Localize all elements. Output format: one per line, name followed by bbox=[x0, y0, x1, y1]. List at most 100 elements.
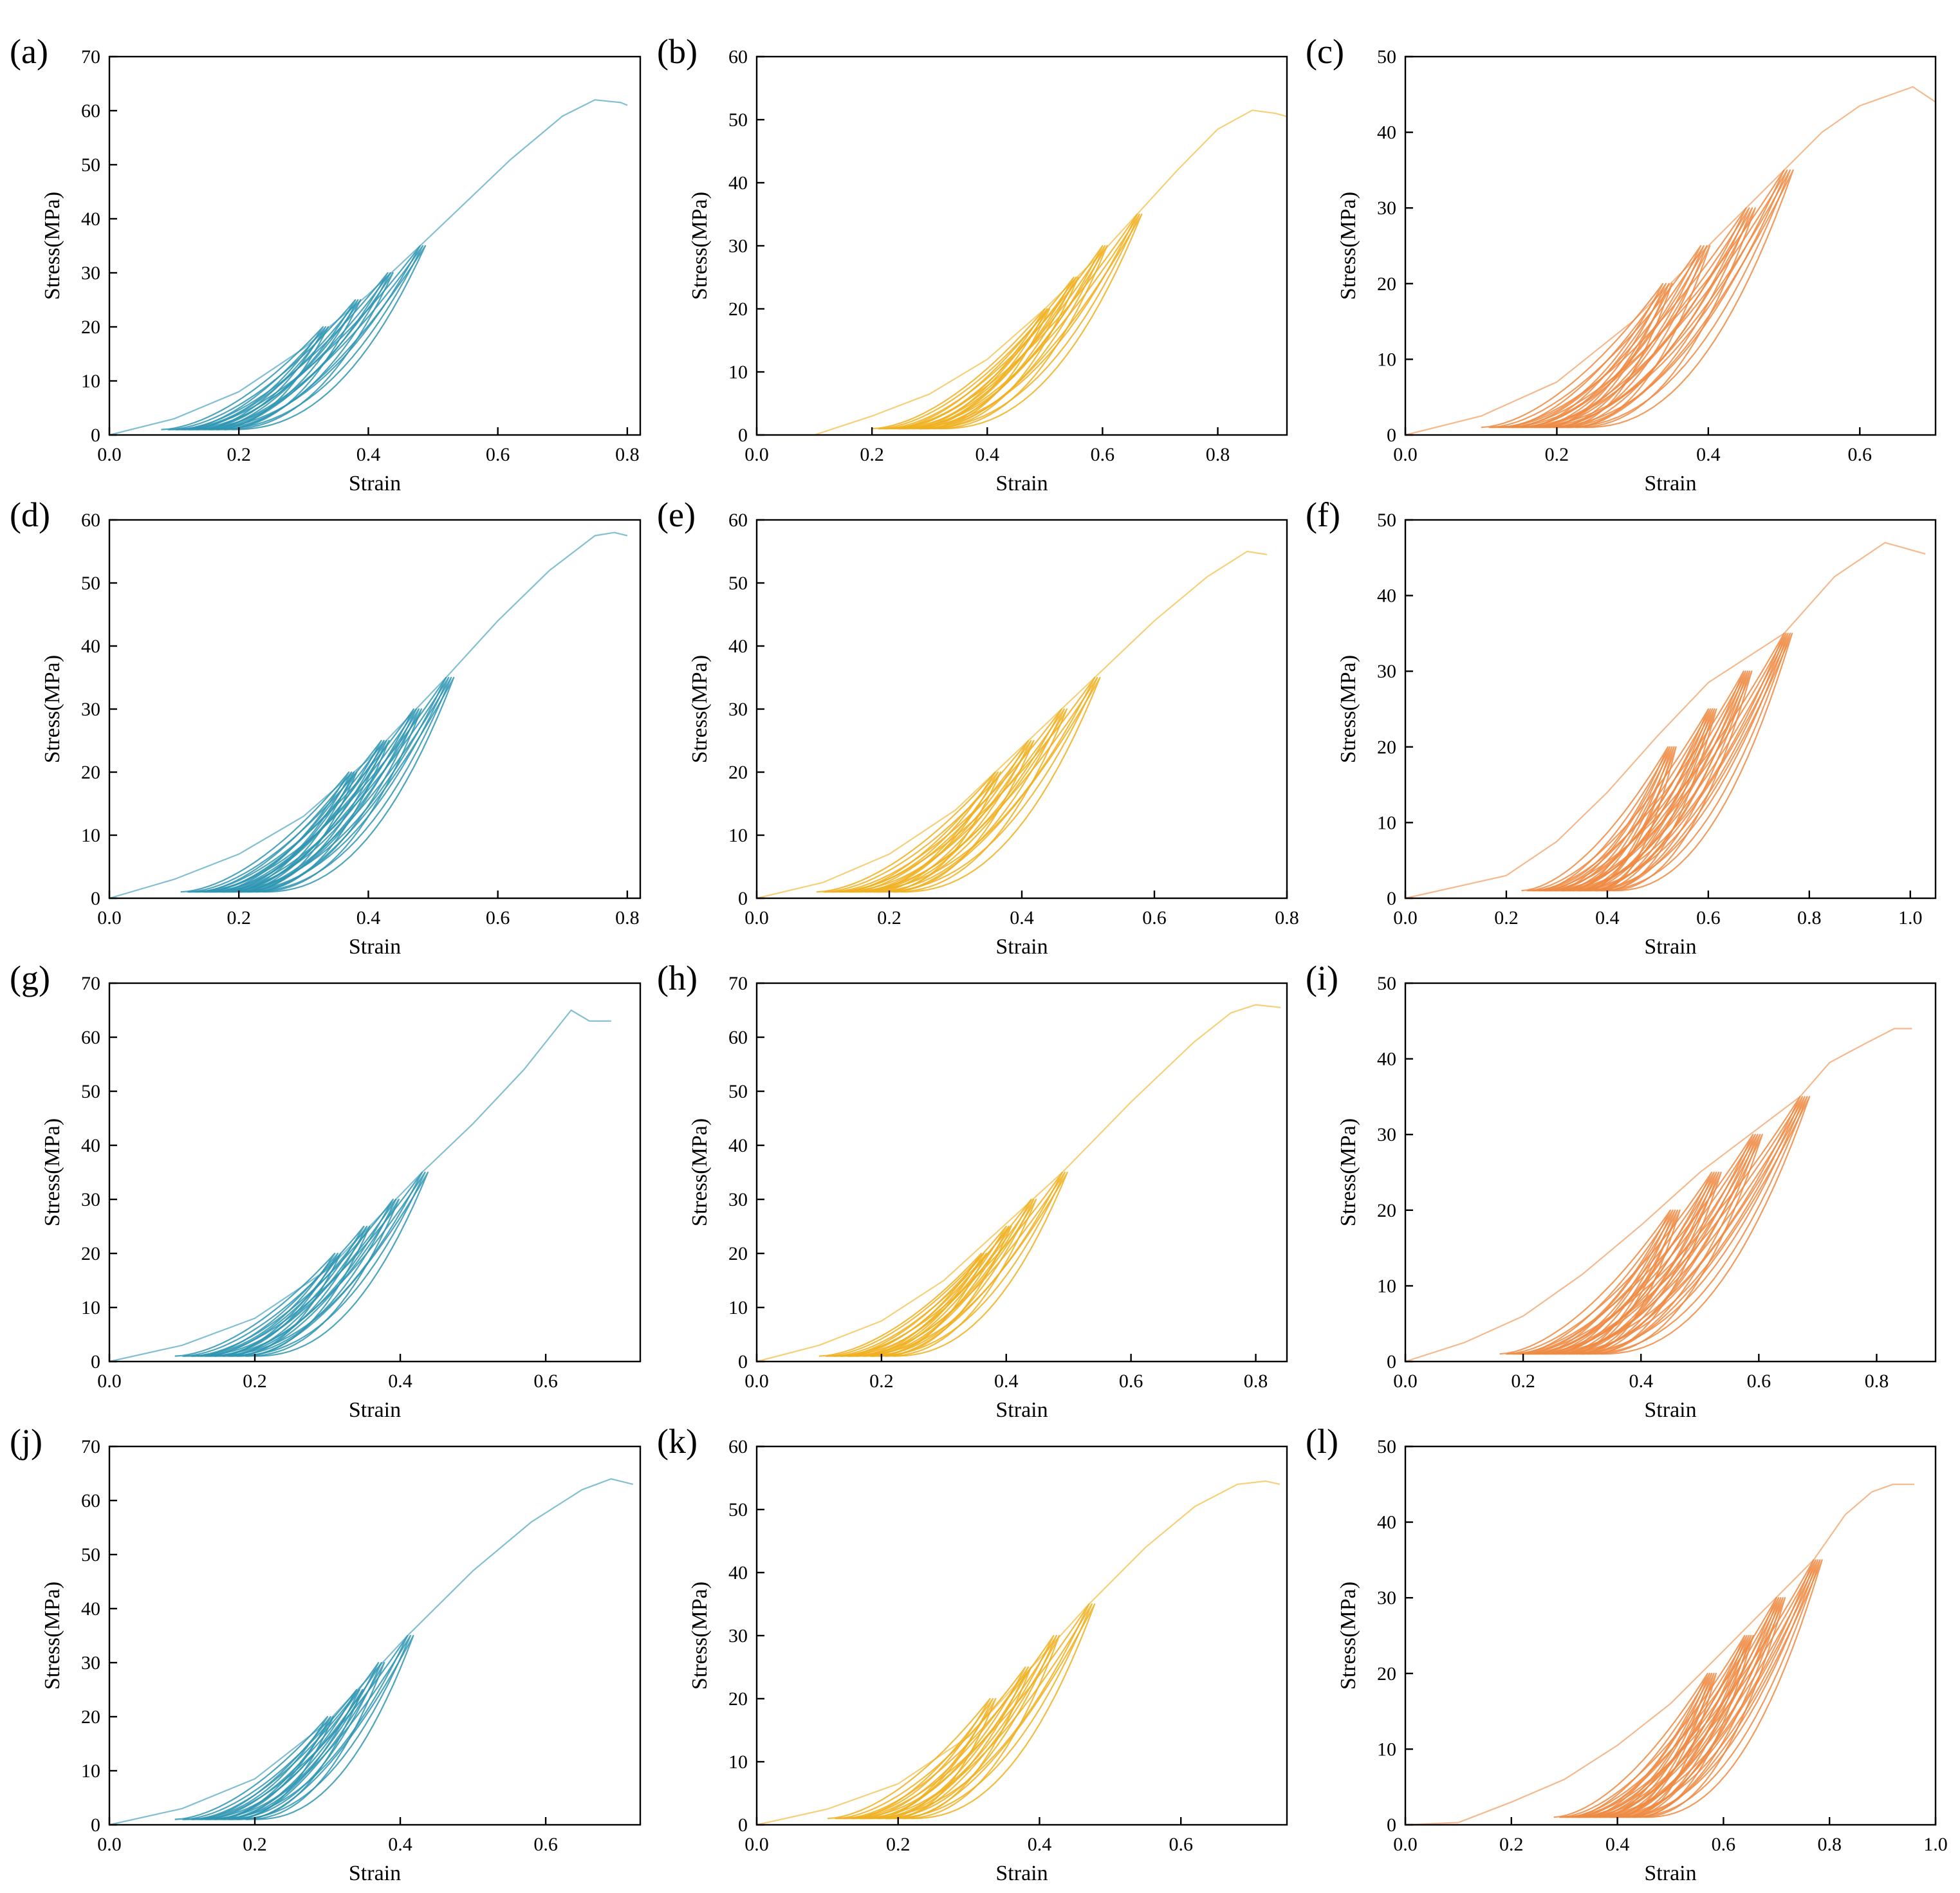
cycle-loop bbox=[217, 272, 394, 430]
x-axis-title: Strain bbox=[349, 472, 401, 495]
x-tick-label: 0.8 bbox=[1865, 1371, 1889, 1392]
x-tick-label: 0.6 bbox=[1848, 444, 1872, 465]
cycle-loop bbox=[1521, 746, 1669, 892]
y-tick-label: 0 bbox=[91, 425, 100, 446]
y-axis-title: Stress(MPa) bbox=[41, 1582, 64, 1690]
y-axis-title: Stress(MPa) bbox=[41, 192, 64, 300]
y-tick-label: 20 bbox=[1377, 273, 1396, 295]
y-tick-label: 60 bbox=[81, 1490, 100, 1511]
y-tick-label: 40 bbox=[81, 208, 100, 230]
x-tick-label: 0.6 bbox=[486, 444, 510, 465]
curve-group bbox=[756, 1480, 1280, 1826]
envelope-curve bbox=[109, 1478, 633, 1826]
x-tick-label: 0.4 bbox=[388, 1371, 412, 1392]
cycle-loop bbox=[188, 739, 382, 893]
y-tick-label: 0 bbox=[1387, 1815, 1396, 1836]
y-tick-label: 40 bbox=[728, 1562, 748, 1584]
curve-group bbox=[109, 531, 628, 900]
cycle-loop bbox=[1531, 169, 1788, 429]
y-tick-label: 70 bbox=[81, 1436, 100, 1457]
x-tick-label: 0.0 bbox=[1393, 1371, 1418, 1392]
cycle-loop bbox=[256, 676, 455, 893]
chart-panel-a: 0.0 0.2 0.4 0.6 0.8 0 10 20 30 40 50 60 70 Strain Stre… bbox=[10, 32, 642, 495]
cycle-loop bbox=[183, 1225, 365, 1357]
x-tick-label: 0.0 bbox=[744, 1834, 769, 1855]
x-tick-label: 0.2 bbox=[1494, 907, 1519, 928]
cycle-loop bbox=[161, 326, 324, 430]
plot-frame bbox=[1404, 982, 1937, 1363]
y-tick-label: 20 bbox=[728, 299, 748, 320]
y-tick-label: 20 bbox=[1377, 1663, 1396, 1685]
curve-group bbox=[1405, 542, 1926, 900]
x-tick-label: 0.2 bbox=[227, 444, 251, 465]
y-tick-label: 30 bbox=[728, 1625, 748, 1647]
y-tick-label: 20 bbox=[1377, 737, 1396, 758]
cycle-loop bbox=[201, 1634, 409, 1820]
cycle-loop bbox=[1576, 1096, 1808, 1355]
y-tick-label: 50 bbox=[1377, 1436, 1396, 1457]
x-tick-label: 0.4 bbox=[388, 1834, 412, 1855]
y-tick-label: 40 bbox=[81, 636, 100, 657]
x-axis-title: Strain bbox=[995, 472, 1048, 495]
chart-panel-i: 0.0 0.2 0.4 0.6 0.8 0 10 20 30 40 50 Strain Stress(M… bbox=[1306, 959, 1937, 1422]
envelope-curve bbox=[1405, 1028, 1912, 1363]
x-axis-title: Strain bbox=[995, 935, 1048, 959]
y-tick-label: 60 bbox=[728, 1436, 748, 1457]
cycle-loop bbox=[1506, 1171, 1713, 1355]
panel-label: (h) bbox=[657, 959, 698, 997]
cycle-loop bbox=[239, 676, 452, 893]
x-tick-label: 0.0 bbox=[744, 907, 769, 928]
cycle-loop bbox=[209, 299, 362, 430]
cycle-loop bbox=[1553, 1672, 1708, 1818]
cycle-loop bbox=[198, 771, 353, 893]
y-tick-label: 20 bbox=[728, 1688, 748, 1710]
envelope-curve bbox=[109, 99, 628, 436]
cycle-loop bbox=[246, 1171, 429, 1357]
x-tick-label: 0.8 bbox=[615, 444, 640, 465]
panel-label: (e) bbox=[657, 495, 696, 534]
y-tick-label: 30 bbox=[728, 1189, 748, 1210]
cycle-loop bbox=[174, 1252, 336, 1357]
x-tick-label: 0.6 bbox=[1696, 907, 1721, 928]
cycle-loop bbox=[192, 1661, 380, 1820]
y-tick-label: 50 bbox=[1377, 973, 1396, 994]
curve-group bbox=[109, 1478, 633, 1826]
y-tick-label: 60 bbox=[81, 100, 100, 122]
y-tick-label: 0 bbox=[1387, 888, 1396, 909]
cycle-loop bbox=[920, 276, 1079, 430]
plot-frame bbox=[1404, 1445, 1937, 1826]
cycle-loop bbox=[886, 1171, 1068, 1357]
cycle-loop bbox=[1640, 1559, 1823, 1818]
x-tick-label: 0.8 bbox=[1275, 907, 1299, 928]
x-tick-label: 0.4 bbox=[1010, 907, 1034, 928]
cycle-loop bbox=[181, 326, 327, 430]
y-tick-label: 50 bbox=[1377, 46, 1396, 68]
y-tick-label: 0 bbox=[738, 1351, 748, 1372]
y-tick-label: 10 bbox=[728, 1297, 748, 1318]
y-tick-label: 30 bbox=[1377, 661, 1396, 682]
x-tick-label: 0.8 bbox=[1797, 907, 1822, 928]
y-tick-label: 40 bbox=[1377, 1512, 1396, 1533]
envelope-curve bbox=[757, 109, 1288, 436]
y-tick-label: 10 bbox=[81, 825, 100, 846]
x-axis-title: Strain bbox=[1644, 935, 1696, 959]
y-axis-title: Stress(MPa) bbox=[688, 1582, 712, 1690]
cycle-loop bbox=[174, 1715, 329, 1820]
x-tick-label: 0.2 bbox=[1545, 444, 1569, 465]
x-tick-label: 0.0 bbox=[1393, 444, 1418, 465]
y-tick-label: 40 bbox=[728, 172, 748, 194]
panel-label: (k) bbox=[657, 1422, 698, 1461]
y-tick-label: 10 bbox=[1377, 349, 1396, 370]
y-axis-title: Stress(MPa) bbox=[688, 192, 712, 300]
y-tick-label: 50 bbox=[728, 1081, 748, 1102]
y-tick-label: 0 bbox=[91, 1351, 100, 1372]
y-tick-label: 10 bbox=[728, 825, 748, 846]
y-tick-label: 30 bbox=[81, 699, 100, 720]
cycle-loop bbox=[827, 1697, 991, 1820]
curve-group bbox=[1405, 86, 1936, 436]
cycle-loop bbox=[237, 1198, 400, 1357]
cycle-loop bbox=[1553, 169, 1791, 429]
cycle-loop bbox=[223, 739, 387, 893]
y-tick-label: 50 bbox=[81, 1544, 100, 1565]
